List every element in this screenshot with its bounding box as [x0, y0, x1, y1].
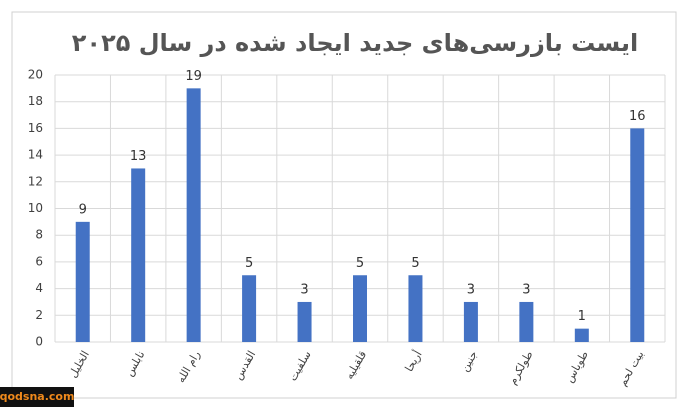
- y-tick-label: 16: [28, 121, 43, 135]
- y-tick-label: 4: [35, 281, 43, 295]
- chart-title: ایست بازرسی‌های جدید ایجاد شده در سال ۲۰…: [72, 29, 638, 57]
- y-tick-label: 0: [35, 335, 43, 349]
- y-tick-label: 8: [35, 228, 43, 242]
- bar: [519, 301, 534, 342]
- y-tick-label: 6: [35, 254, 43, 268]
- watermark-bg: [0, 387, 74, 407]
- y-tick-label: 20: [28, 68, 43, 82]
- y-tick-label: 2: [35, 308, 43, 322]
- value-label: 5: [245, 256, 253, 271]
- value-label: 5: [411, 256, 419, 271]
- value-label: 1: [578, 309, 586, 324]
- value-label: 19: [185, 69, 202, 84]
- value-label: 3: [300, 282, 308, 297]
- bar: [75, 221, 90, 342]
- value-label: 9: [79, 202, 87, 217]
- value-label: 3: [467, 282, 475, 297]
- bar: [297, 301, 312, 342]
- value-label: 5: [356, 256, 364, 271]
- value-label: 3: [522, 282, 530, 297]
- y-tick-label: 18: [28, 94, 43, 108]
- value-label: 13: [130, 149, 147, 164]
- bar: [408, 275, 423, 342]
- y-tick-label: 12: [28, 174, 43, 188]
- bar: [630, 128, 645, 342]
- bar: [463, 301, 478, 342]
- bar: [353, 275, 367, 342]
- y-tick-label: 14: [28, 148, 43, 162]
- y-tick-label: 10: [28, 201, 43, 215]
- watermark: qodsna.com: [0, 390, 74, 403]
- value-label: 16: [629, 109, 646, 124]
- bar: [574, 328, 589, 342]
- chart-frame: [11, 11, 677, 399]
- bar: [186, 88, 201, 342]
- bar: [131, 168, 146, 342]
- bar: [242, 275, 257, 342]
